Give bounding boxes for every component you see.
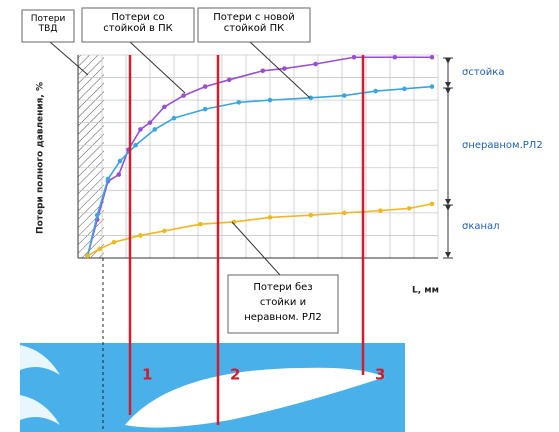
series-line — [88, 57, 432, 255]
section-label: 2 — [230, 366, 240, 384]
leader — [232, 222, 280, 275]
data-point — [153, 127, 158, 132]
data-point — [342, 211, 347, 216]
callout: Потери со стойкой в ПК — [82, 8, 194, 42]
data-point — [393, 55, 398, 60]
data-point — [227, 78, 232, 83]
data-point — [282, 66, 287, 71]
data-point — [268, 215, 273, 220]
brackets — [443, 58, 453, 258]
chart: 1 2 3 Потери полного давления, % L, мм П… — [0, 0, 559, 432]
data-point — [342, 93, 347, 98]
data-point — [402, 87, 407, 92]
data-point — [148, 120, 153, 125]
data-point — [313, 62, 318, 67]
data-point — [138, 127, 143, 132]
callout: Потери с новой стойкой ПК — [198, 8, 310, 42]
data-point — [106, 177, 111, 182]
callout: Потери ТВД — [22, 10, 74, 42]
data-point — [352, 55, 357, 60]
y-axis-label: Потери полного давления, % — [36, 82, 46, 234]
series-line — [88, 87, 432, 256]
data-point — [203, 107, 208, 112]
sigma-label: σканал — [462, 221, 500, 232]
data-point — [430, 202, 435, 207]
data-point — [133, 143, 138, 148]
leader — [130, 42, 185, 93]
data-point — [261, 68, 266, 73]
data-point — [138, 233, 143, 238]
data-point — [95, 213, 100, 218]
data-point — [268, 98, 273, 103]
x-axis-label: L, мм — [412, 286, 439, 296]
data-point — [373, 89, 378, 94]
sigma-label: σстойка — [462, 67, 504, 78]
section-label: 3 — [375, 366, 385, 384]
section-label: 1 — [142, 366, 152, 384]
data-point — [430, 55, 435, 60]
data-point — [112, 240, 117, 245]
data-point — [181, 93, 186, 98]
callout: Потери без стойки и неравном. РЛ2 — [228, 275, 338, 333]
data-point — [97, 247, 102, 252]
data-point — [118, 159, 123, 164]
data-point — [162, 105, 167, 110]
leader — [250, 42, 310, 98]
data-point — [162, 229, 167, 234]
data-point — [172, 116, 177, 121]
data-point — [407, 206, 412, 211]
sigma-label: σнеравном.РЛ2 — [462, 140, 543, 151]
data-point — [117, 172, 122, 177]
callout-text: Потери без стойки и неравном. РЛ2 — [228, 275, 338, 325]
callout-text: Потери со стойкой в ПК — [82, 8, 194, 34]
data-point — [198, 222, 203, 227]
data-point — [85, 253, 90, 258]
data-point — [378, 208, 383, 213]
data-point — [430, 84, 435, 89]
data-point — [203, 84, 208, 89]
tvd-zone — [78, 55, 104, 258]
callout-text: Потери с новой стойкой ПК — [198, 8, 310, 34]
callout-text: Потери ТВД — [22, 10, 74, 34]
data-point — [309, 213, 314, 218]
data-point — [237, 100, 242, 105]
